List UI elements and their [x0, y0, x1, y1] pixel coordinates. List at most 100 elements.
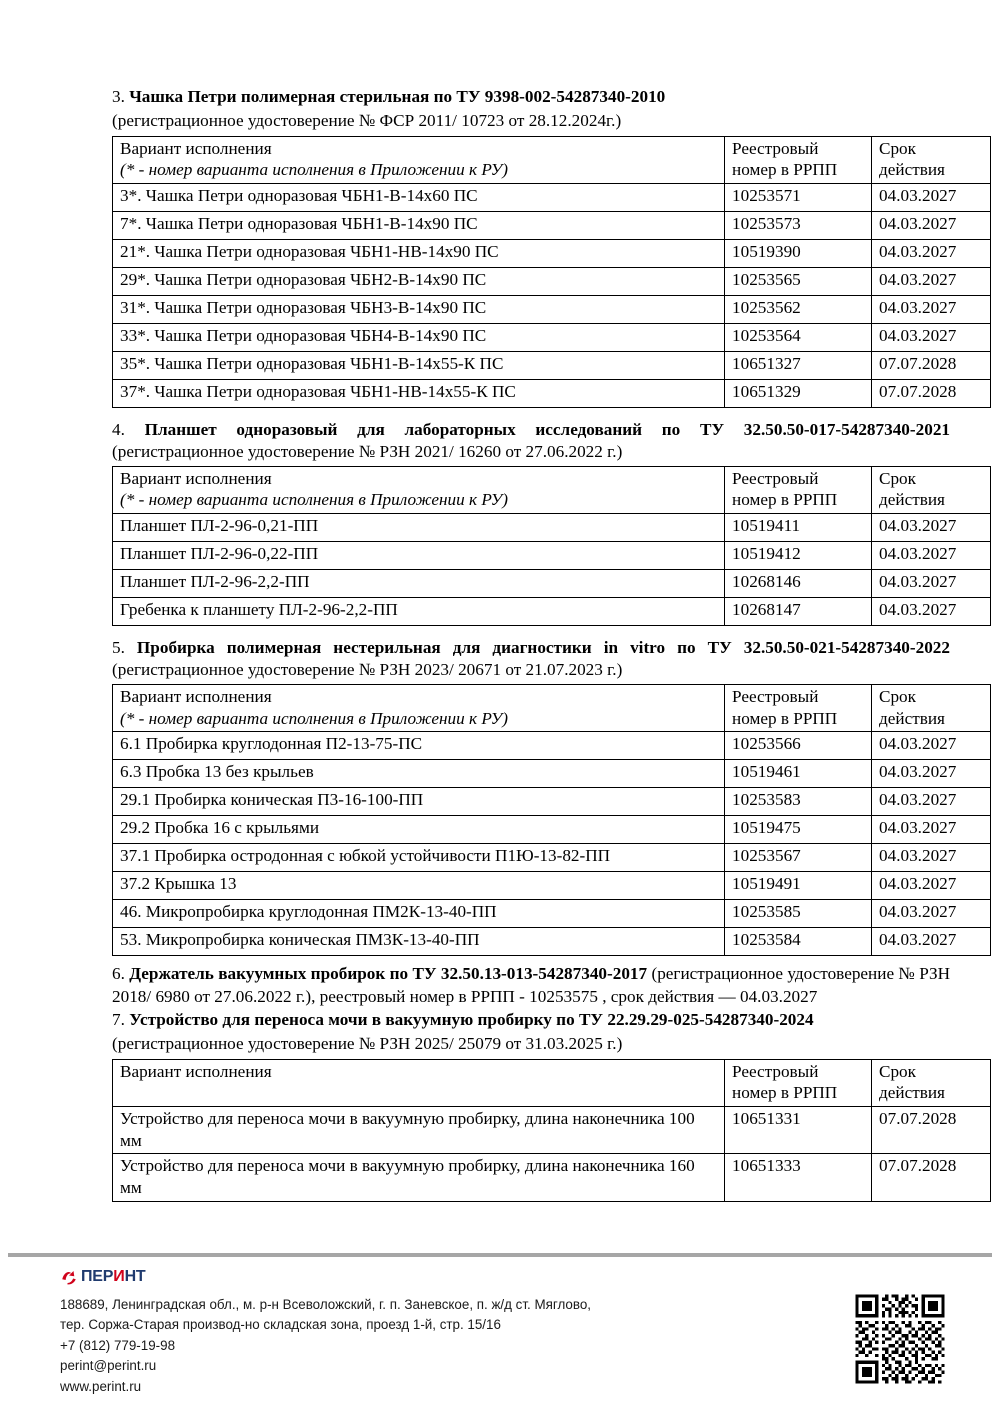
cell-registry-number: 10253573	[724, 211, 872, 241]
cell-registry-number: 10651333	[724, 1153, 872, 1202]
table-row: 31*. Чашка Петри одноразовая ЧБН3-В-14х9…	[112, 295, 991, 325]
cell-variant: Планшет ПЛ-2-96-0,22-ПП	[112, 541, 725, 571]
cell-valid-until: 04.03.2027	[871, 513, 991, 543]
cell-variant: 33*. Чашка Петри одноразовая ЧБН4-В-14х9…	[112, 323, 725, 353]
section-7-heading: 7. Устройство для переноса мочи в вакуум…	[112, 1009, 950, 1031]
section-5-subtitle: (регистрационное удостоверение № РЗН 202…	[112, 660, 623, 680]
section-3-number: 3.	[112, 87, 125, 106]
header-cell-variant: Вариант исполнения	[112, 1058, 725, 1108]
section-6-paragraph: 6. Держатель вакуумных пробирок по ТУ 32…	[112, 963, 950, 1009]
cell-variant: 3*. Чашка Петри одноразовая ЧБН1-В-14х60…	[112, 183, 725, 213]
header-cell-registry-number: Реестровый номер в РРПП	[724, 465, 872, 515]
cell-valid-until: 04.03.2027	[871, 597, 991, 627]
address-line-1: 188689, Ленинградская обл., м. р-н Всево…	[60, 1297, 591, 1312]
cell-registry-number: 10268146	[724, 569, 872, 599]
table-row: Планшет ПЛ-2-96-2,2-ПП 10268146 04.03.20…	[112, 569, 991, 599]
section-5-heading: 5. Пробирка полимерная нестерильная для …	[112, 637, 950, 682]
table-row: Устройство для переноса мочи в вакуумную…	[112, 1153, 991, 1202]
cell-registry-number: 10253583	[724, 787, 872, 817]
cell-variant: 35*. Чашка Петри одноразовая ЧБН1-В-14х5…	[112, 351, 725, 381]
table-row: Гребенка к планшету ПЛ-2-96-2,2-ПП 10268…	[112, 597, 991, 627]
table-row: 6.1 Пробирка круглодонная П2-13-75-ПС 10…	[112, 731, 991, 761]
cell-variant: 21*. Чашка Петри одноразовая ЧБН1-НВ-14х…	[112, 239, 725, 269]
table-row: 29.2 Пробка 16 с крыльями 10519475 04.03…	[112, 815, 991, 845]
qr-code[interactable]	[852, 1291, 948, 1387]
cell-valid-until: 04.03.2027	[871, 295, 991, 325]
cell-registry-number: 10519411	[724, 513, 872, 543]
cell-variant: Гребенка к планшету ПЛ-2-96-2,2-ПП	[112, 597, 725, 627]
cell-registry-number: 10253564	[724, 323, 872, 353]
table-row: 21*. Чашка Петри одноразовая ЧБН1-НВ-14х…	[112, 239, 991, 269]
website-url[interactable]: www.perint.ru	[60, 1378, 142, 1394]
cell-variant: 37.2 Крышка 13	[112, 871, 725, 901]
section-4-number: 4.	[112, 420, 125, 440]
cell-variant: 29.1 Пробирка коническая П3-16-100-ПП	[112, 787, 725, 817]
header-cell-variant: Вариант исполнения (* - номер варианта и…	[112, 465, 725, 515]
cell-variant: Устройство для переноса мочи в вакуумную…	[112, 1105, 725, 1155]
section-3-title: Чашка Петри полимерная стерильная по ТУ …	[129, 87, 666, 106]
section-7-table: Вариант исполнения Реестровый номер в РР…	[112, 1058, 991, 1202]
logo-text-part-2: НТ	[124, 1268, 146, 1285]
table-row: 53. Микропробирка коническая ПМ3К-13-40-…	[112, 927, 991, 957]
header-cell-variant: Вариант исполнения (* - номер варианта и…	[112, 683, 725, 733]
cell-valid-until: 04.03.2027	[871, 569, 991, 599]
cell-valid-until: 04.03.2027	[871, 211, 991, 241]
cell-variant: 53. Микропробирка коническая ПМ3К-13-40-…	[112, 927, 725, 957]
table-row: 37.2 Крышка 13 10519491 04.03.2027	[112, 871, 991, 901]
cell-variant: 31*. Чашка Петри одноразовая ЧБН3-В-14х9…	[112, 295, 725, 325]
table-row: 33*. Чашка Петри одноразовая ЧБН4-В-14х9…	[112, 323, 991, 353]
header-cell-variant: Вариант исполнения (* - номер варианта и…	[112, 135, 725, 185]
section-3-table: Вариант исполнения (* - номер варианта и…	[112, 135, 991, 409]
cell-valid-until: 04.03.2027	[871, 239, 991, 269]
cell-registry-number: 10253567	[724, 843, 872, 873]
cell-valid-until: 07.07.2028	[871, 351, 991, 381]
table-header-row: Вариант исполнения (* - номер варианта и…	[112, 683, 991, 733]
cell-registry-number: 10253571	[724, 183, 872, 213]
perint-arrow-icon	[60, 1268, 78, 1286]
address-line-2: тер. Соржа-Старая производ-но складская …	[60, 1317, 501, 1333]
cell-valid-until: 04.03.2027	[871, 267, 991, 297]
cell-registry-number: 10253566	[724, 731, 872, 761]
logo-text-part-1: ПЕР	[81, 1268, 114, 1285]
cell-registry-number: 10519491	[724, 871, 872, 901]
section-3-subtitle: (регистрационное удостоверение № ФСР 201…	[112, 111, 622, 131]
cell-valid-until: 07.07.2028	[871, 1105, 991, 1155]
cell-valid-until: 07.07.2028	[871, 379, 991, 409]
header-cell-registry-number: Реестровый номер в РРПП	[724, 1058, 872, 1108]
table-row: 35*. Чашка Петри одноразовая ЧБН1-В-14х5…	[112, 351, 991, 381]
email-address[interactable]: perint@perint.ru	[60, 1358, 157, 1374]
table-row: 3*. Чашка Петри одноразовая ЧБН1-В-14х60…	[112, 183, 991, 213]
section-7-title: Устройство для переноса мочи в вакуумную…	[129, 1009, 814, 1029]
phone-number[interactable]: +7 (812) 779-19-98	[60, 1337, 176, 1353]
cell-registry-number: 10651331	[724, 1105, 872, 1155]
cell-registry-number: 10651327	[724, 351, 872, 381]
company-logo: ПЕРИНТ	[60, 1268, 760, 1286]
table-row: 29*. Чашка Петри одноразовая ЧБН2-В-14х9…	[112, 267, 991, 297]
cell-variant: 37.1 Пробирка остродонная с юбкой устойч…	[112, 843, 725, 873]
cell-valid-until: 04.03.2027	[871, 731, 991, 761]
section-4-subtitle: (регистрационное удостоверение № РЗН 202…	[112, 442, 623, 462]
cell-registry-number: 10253562	[724, 295, 872, 325]
cell-registry-number: 10253585	[724, 899, 872, 929]
table-row: Устройство для переноса мочи в вакуумную…	[112, 1105, 991, 1155]
cell-valid-until: 04.03.2027	[871, 541, 991, 571]
header-cell-registry-number: Реестровый номер в РРПП	[724, 683, 872, 733]
header-cell-valid-until: Срок действия	[871, 465, 991, 515]
cell-registry-number: 10519390	[724, 239, 872, 269]
company-name: ПЕРИНТ	[81, 1269, 146, 1285]
section-6-title: Держатель вакуумных пробирок по ТУ 32.50…	[129, 964, 648, 984]
cell-registry-number: 10519412	[724, 541, 872, 571]
header-cell-registry-number: Реестровый номер в РРПП	[724, 135, 872, 185]
cell-registry-number: 10253584	[724, 927, 872, 957]
header-cell-valid-until: Срок действия	[871, 135, 991, 185]
section-6-number: 6.	[112, 964, 125, 984]
table-row: 7*. Чашка Петри одноразовая ЧБН1-В-14х90…	[112, 211, 991, 241]
cell-variant: Планшет ПЛ-2-96-2,2-ПП	[112, 569, 725, 599]
cell-registry-number: 10519461	[724, 759, 872, 789]
table-row: 6.3 Пробка 13 без крыльев 10519461 04.03…	[112, 759, 991, 789]
cell-valid-until: 04.03.2027	[871, 183, 991, 213]
cell-variant: 7*. Чашка Петри одноразовая ЧБН1-В-14х90…	[112, 211, 725, 241]
cell-valid-until: 04.03.2027	[871, 759, 991, 789]
cell-valid-until: 04.03.2027	[871, 927, 991, 957]
